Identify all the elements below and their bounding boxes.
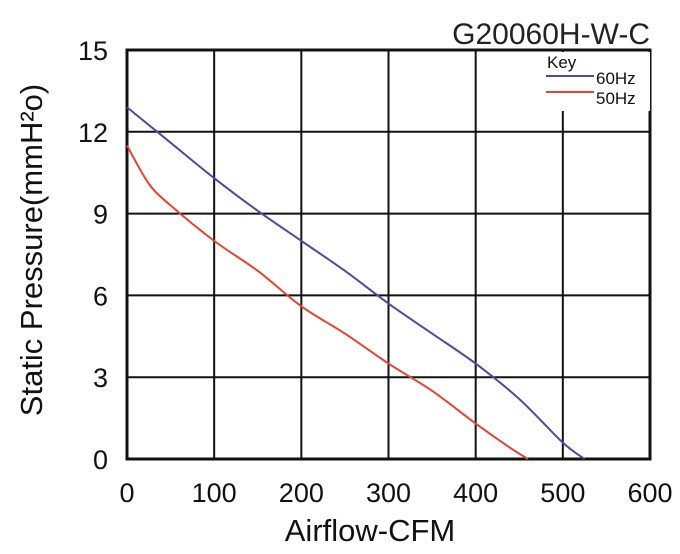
x-tick-labels: 0 100 200 300 400 500 600 <box>119 478 672 508</box>
x-tick-label: 300 <box>366 478 411 508</box>
chart-title: G20060H-W-C <box>452 18 650 51</box>
y-tick-label: 0 <box>93 445 108 475</box>
legend-label-50hz: 50Hz <box>596 89 636 108</box>
y-tick-label: 9 <box>93 200 108 230</box>
grid <box>127 50 650 459</box>
x-tick-label: 0 <box>119 478 134 508</box>
series-lines <box>126 106 586 460</box>
y-tick-label: 15 <box>78 36 108 66</box>
legend-title: Key <box>547 53 577 72</box>
series-line-60hz <box>126 106 586 460</box>
x-axis-label: Airflow-CFM <box>285 513 456 548</box>
legend-label-60hz: 60Hz <box>596 69 636 88</box>
x-tick-label: 500 <box>540 478 585 508</box>
plot-frame <box>125 48 652 461</box>
x-tick-label: 400 <box>453 478 498 508</box>
y-tick-label: 3 <box>93 363 108 393</box>
x-tick-label: 600 <box>627 478 672 508</box>
x-tick-label: 200 <box>279 478 324 508</box>
y-tick-label: 6 <box>93 281 108 311</box>
x-tick-label: 100 <box>192 478 237 508</box>
y-tick-label: 12 <box>78 118 108 148</box>
legend-box <box>541 52 650 111</box>
y-tick-labels: 0 3 6 9 12 15 <box>78 36 108 475</box>
y-axis-label: Static Pressure(mmH²o) <box>14 84 49 416</box>
legend: Key 60Hz 50Hz <box>541 52 650 111</box>
series-line-50hz <box>126 144 529 460</box>
